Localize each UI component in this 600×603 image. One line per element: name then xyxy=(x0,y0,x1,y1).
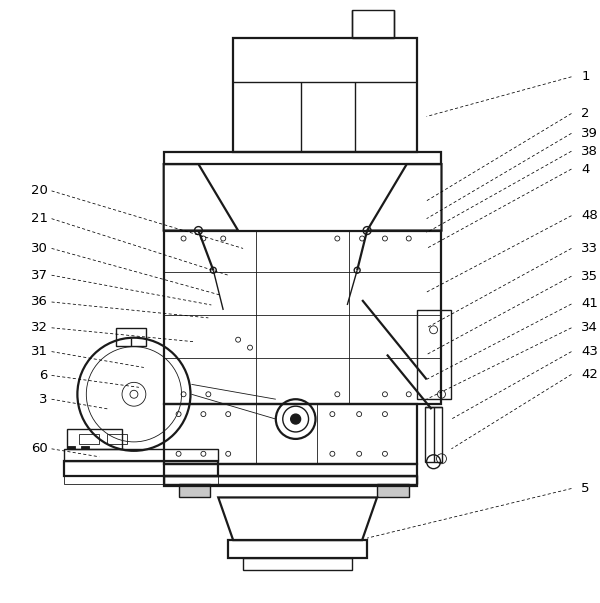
Text: 60: 60 xyxy=(31,443,47,455)
Bar xyxy=(79,434,99,444)
Text: 39: 39 xyxy=(581,127,598,140)
Text: 1: 1 xyxy=(581,71,590,83)
Bar xyxy=(64,476,218,484)
Text: 6: 6 xyxy=(39,369,47,382)
Bar xyxy=(67,429,122,449)
Bar xyxy=(164,476,416,484)
Text: 20: 20 xyxy=(31,185,47,197)
Circle shape xyxy=(290,414,301,424)
Text: 43: 43 xyxy=(581,345,598,358)
Text: 38: 38 xyxy=(581,145,598,158)
Bar xyxy=(67,446,76,449)
Bar xyxy=(116,328,146,346)
Text: 35: 35 xyxy=(581,270,598,283)
Bar xyxy=(164,464,416,476)
Text: 21: 21 xyxy=(31,212,47,225)
Bar xyxy=(82,446,89,449)
Text: 33: 33 xyxy=(581,242,598,255)
Text: 30: 30 xyxy=(31,242,47,255)
Text: 4: 4 xyxy=(581,163,590,175)
Bar xyxy=(179,484,211,497)
Bar xyxy=(64,449,218,461)
Bar xyxy=(377,484,409,497)
Bar xyxy=(233,38,416,152)
Text: 34: 34 xyxy=(581,321,598,334)
Bar xyxy=(164,152,442,164)
Text: 48: 48 xyxy=(581,209,598,222)
Bar xyxy=(243,558,352,570)
Bar xyxy=(164,476,416,485)
Bar xyxy=(352,10,394,38)
Text: 3: 3 xyxy=(39,393,47,406)
Bar xyxy=(228,540,367,558)
Bar xyxy=(64,461,218,476)
Text: 5: 5 xyxy=(581,482,590,495)
Text: 36: 36 xyxy=(31,295,47,309)
Text: 2: 2 xyxy=(581,107,590,120)
Text: 41: 41 xyxy=(581,297,598,311)
Text: 31: 31 xyxy=(31,345,47,358)
Text: 32: 32 xyxy=(31,321,47,334)
Bar xyxy=(164,404,416,464)
Bar xyxy=(416,310,451,399)
Bar xyxy=(164,230,442,404)
Text: 42: 42 xyxy=(581,368,598,381)
Text: 37: 37 xyxy=(31,269,47,282)
Bar xyxy=(107,434,127,444)
Bar xyxy=(425,407,442,462)
